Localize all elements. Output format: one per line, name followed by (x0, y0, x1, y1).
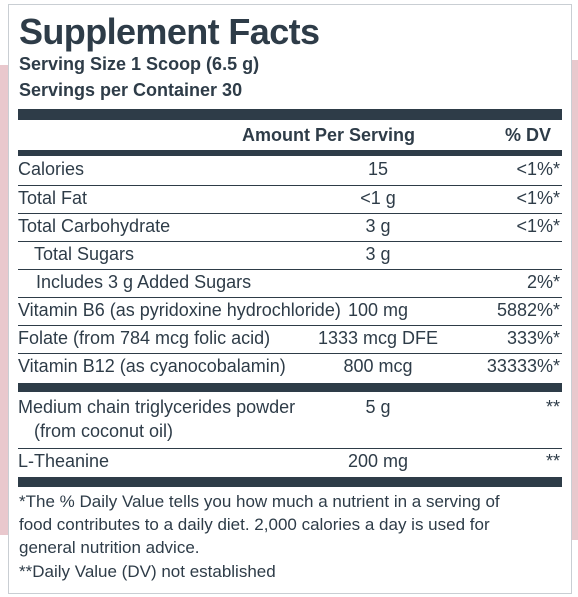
background-accent-right (570, 60, 578, 540)
header-amount-per-serving: Amount Per Serving (242, 125, 416, 145)
row-dv: 2%* (526, 272, 560, 292)
row-dv: <1%* (516, 216, 560, 236)
panel-title: Supplement Facts (19, 11, 320, 52)
row-amount: 100 mg (347, 300, 409, 320)
row-label: Vitamin B12 (as cyanocobalamin) (18, 356, 286, 376)
row-label: Total Sugars (34, 244, 135, 264)
row-dv: <1%* (516, 188, 560, 208)
row-amount: <1 g (360, 188, 396, 208)
row-label: Calories (18, 159, 85, 179)
background-accent-left (0, 65, 9, 535)
row-divider (18, 448, 562, 449)
header-rule (18, 150, 562, 156)
header-percent-dv: % DV (504, 125, 551, 145)
row-amount: 5 g (365, 397, 391, 417)
row-dv: 33333%* (486, 356, 560, 376)
thick-rule-top (18, 109, 562, 120)
thick-rule-middle (18, 383, 562, 392)
row-label: Total Carbohydrate (18, 216, 171, 236)
thick-rule-bottom (18, 477, 562, 487)
row-divider (18, 297, 562, 298)
footnote-dv-line1: *The % Daily Value tells you how much a … (19, 492, 500, 511)
row-label: Folate (from 784 mcg folic acid) (18, 328, 271, 348)
row-divider (18, 325, 562, 326)
row-amount: 3 g (365, 216, 391, 236)
row-divider (18, 269, 562, 270)
row-dv: 5882%* (496, 300, 560, 320)
row-amount: 800 mcg (343, 356, 413, 376)
row-label: L-Theanine (18, 451, 110, 471)
row-divider (18, 185, 562, 186)
row-label: Vitamin B6 (as pyridoxine hydrochloride) (18, 300, 341, 320)
supplement-facts-panel: Supplement Facts Serving Size 1 Scoop (6… (8, 4, 572, 594)
row-dv: 333%* (506, 328, 560, 348)
row-dv: ** (545, 397, 560, 417)
row-dv: ** (545, 451, 560, 471)
row-label: Includes 3 g Added Sugars (36, 272, 252, 292)
row-amount: 15 (367, 159, 389, 179)
footnote-dv-line3: general nutrition advice. (19, 538, 200, 557)
serving-size: Serving Size 1 Scoop (6.5 g) (19, 54, 260, 74)
servings-per-container: Servings per Container 30 (19, 80, 243, 100)
row-divider (18, 353, 562, 354)
row-divider (18, 213, 562, 214)
row-label-line2: (from coconut oil) (34, 421, 174, 441)
footnote-not-established: **Daily Value (DV) not established (19, 562, 276, 581)
footnote-dv-line2: food contributes to a daily diet. 2,000 … (19, 515, 490, 534)
row-amount: 3 g (365, 244, 391, 264)
row-mct-powder: Medium chain triglycerides powder (from … (18, 397, 562, 445)
row-label: Total Fat (18, 188, 88, 208)
row-amount: 200 mg (347, 451, 409, 471)
row-label: Medium chain triglycerides powder (18, 397, 296, 417)
row-divider (18, 241, 562, 242)
row-amount: 1333 mcg DFE (317, 328, 439, 348)
row-dv: <1%* (516, 159, 560, 179)
